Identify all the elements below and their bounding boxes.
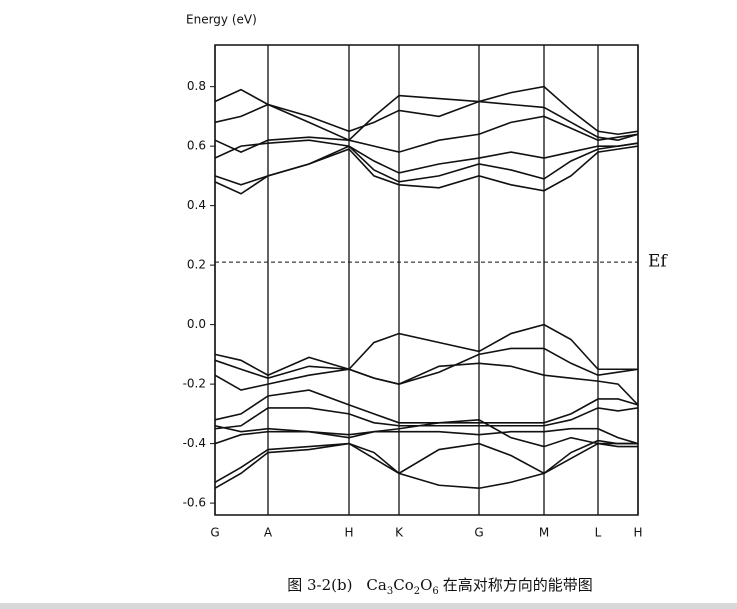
y-axis-label: Energy (eV): [186, 13, 257, 27]
caption-part: 3: [387, 586, 393, 597]
y-tick-label: -0.4: [183, 436, 206, 450]
caption-part: Ca: [366, 576, 386, 594]
x-tick-label: M: [539, 526, 549, 540]
x-tick-label: L: [595, 526, 602, 540]
y-tick-label: -0.6: [183, 496, 206, 510]
band-line: [214, 85, 639, 142]
band-line: [214, 139, 639, 174]
y-tick-label: -0.2: [183, 377, 206, 391]
y-tick-label: 0.4: [187, 198, 206, 212]
band-line: [214, 145, 639, 195]
caption: 图 3-2(b) Ca3Co2O6 在高对称方向的能带图: [287, 576, 593, 597]
band-line: [214, 418, 638, 448]
band-line: [214, 347, 639, 385]
caption-part: 图 3-2(b): [287, 576, 352, 594]
x-tick-label: G: [474, 526, 483, 540]
bottom-strip: [0, 603, 737, 609]
caption-part: Co: [393, 576, 414, 594]
x-tick-label: H: [633, 526, 642, 540]
y-tick-label: 0.0: [187, 317, 206, 331]
band-line: [214, 362, 639, 406]
band-line: [214, 100, 639, 142]
band-line: [214, 424, 639, 445]
x-tick-label: H: [344, 526, 353, 540]
x-tick-label: G: [210, 526, 219, 540]
caption-part: O: [420, 576, 432, 594]
y-tick-label: 0.8: [187, 79, 206, 93]
y-tick-label: 0.6: [187, 139, 206, 153]
x-tick-label: A: [264, 526, 273, 540]
fermi-label: Ef: [648, 252, 668, 272]
band-line: [214, 442, 638, 490]
caption-part: 2: [414, 586, 420, 597]
band-line: [214, 407, 639, 430]
caption-part: 在高对称方向的能带图: [443, 576, 593, 594]
caption-part: 6: [432, 586, 438, 597]
band-line: [214, 439, 638, 483]
band-line: [214, 323, 638, 377]
y-tick-label: 0.2: [187, 258, 206, 272]
x-tick-label: K: [395, 526, 404, 540]
band-line: [214, 115, 639, 153]
